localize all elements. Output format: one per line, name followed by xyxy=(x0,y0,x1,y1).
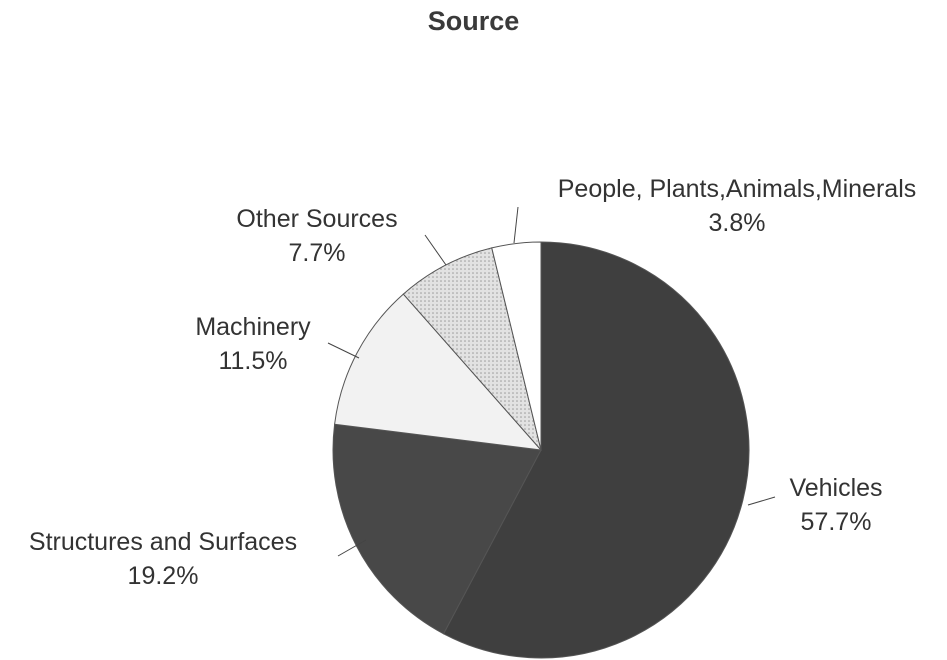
slice-value-machinery: 11.5% xyxy=(218,347,287,375)
pie-slice-other-sources xyxy=(402,247,542,451)
slice-value-other-sources: 7.7% xyxy=(289,239,346,267)
pie-slice-people-plants-animals-minerals xyxy=(491,241,542,451)
leader-line-machinery xyxy=(327,342,360,359)
leader-line-vehicles xyxy=(747,496,776,506)
leader-line-structures-and-surfaces xyxy=(337,539,367,557)
pie-slices xyxy=(332,241,750,659)
slice-label-structures-and-surfaces: Structures and Surfaces xyxy=(29,528,297,556)
slice-value-people-plants-animals-minerals: 3.8% xyxy=(709,209,766,237)
pie-slice-machinery xyxy=(334,293,543,451)
slice-labels: Vehicles 57.7% Structures and Surfaces 19.2… xyxy=(29,175,916,590)
slice-label-people-plants-animals-minerals: People, Plants,Animals,Minerals xyxy=(558,175,917,203)
slice-label-other-sources: Other Sources xyxy=(236,205,397,233)
slice-value-structures-and-surfaces: 19.2% xyxy=(128,562,199,590)
leader-line-other-sources xyxy=(424,234,447,266)
slice-value-vehicles: 57.7% xyxy=(801,508,872,536)
chart-title: Source xyxy=(427,6,520,36)
leader-lines xyxy=(327,206,776,557)
leader-line-people-plants-animals-minerals xyxy=(513,206,519,244)
slice-label-vehicles: Vehicles xyxy=(789,474,882,502)
pie-slice-vehicles xyxy=(442,241,750,659)
slice-label-machinery: Machinery xyxy=(195,313,311,341)
